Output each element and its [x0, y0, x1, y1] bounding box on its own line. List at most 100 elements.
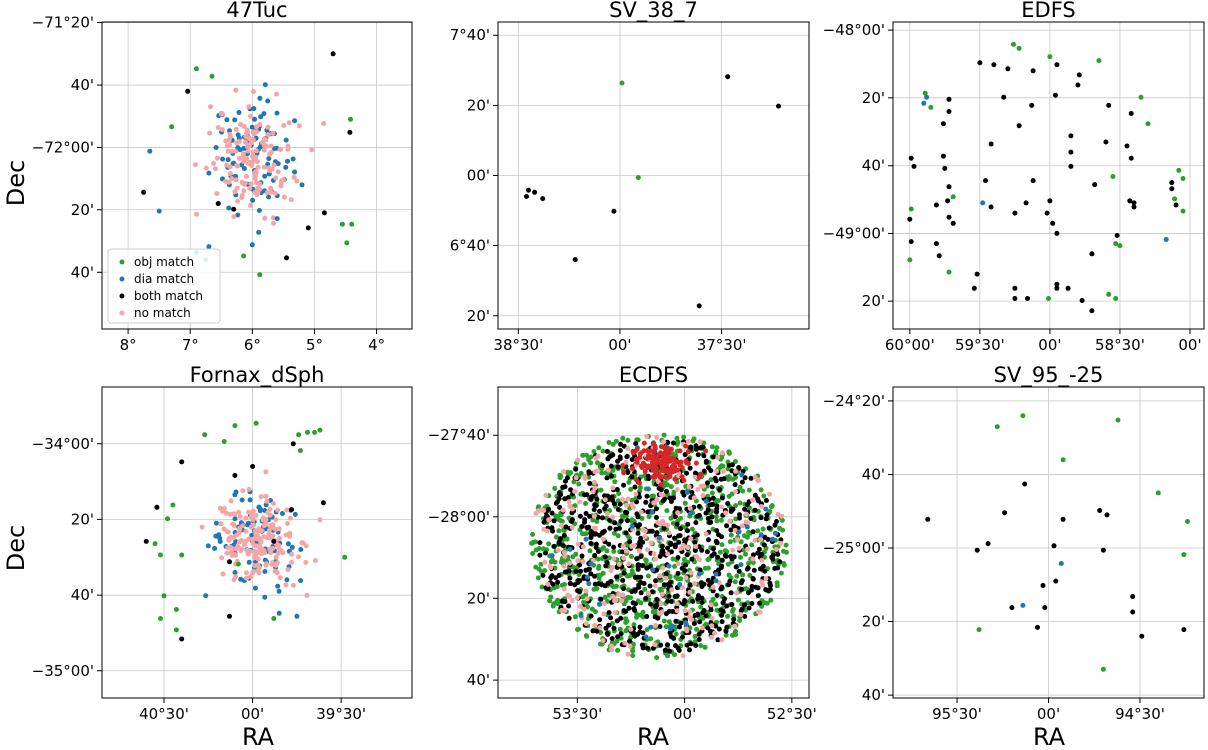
point-no-match-field	[629, 544, 635, 549]
point-obj-match-field	[729, 491, 735, 497]
point-obj-match-field	[713, 601, 719, 607]
point-both-match-field	[685, 528, 690, 534]
point-dia-match-cluster	[214, 520, 219, 526]
point-no-match-cluster	[226, 179, 232, 185]
point-no-match-cluster	[214, 191, 220, 196]
point-both-match-field	[710, 588, 716, 594]
point-dia-match-cluster	[289, 544, 295, 550]
point-both-match-field	[593, 541, 599, 547]
point-obj-match-field	[629, 517, 635, 523]
point-no-match-field	[708, 602, 714, 608]
point-dia-match	[147, 148, 153, 154]
point-both-match-field	[621, 570, 627, 576]
point-obj-match-field	[671, 489, 677, 495]
point-obj-match	[193, 66, 199, 72]
point-no-match-cluster	[309, 147, 315, 153]
point-both-match-field	[609, 473, 614, 479]
point-both-match-field	[719, 612, 725, 618]
point-no-match-field	[758, 504, 764, 509]
y-tick-label: −35°00'	[32, 662, 94, 680]
point-obj-match-field	[615, 647, 621, 653]
point-no-match-field	[745, 520, 751, 526]
point-both-match	[532, 189, 538, 195]
point-no-match-cluster	[317, 517, 323, 523]
point-both-match	[1047, 198, 1053, 204]
point-no-match-field	[660, 565, 666, 571]
point-no-match-cluster	[261, 523, 267, 529]
point-obj-match-field	[690, 438, 696, 444]
point-obj-match-field	[692, 639, 698, 645]
point-no-match-cluster	[240, 523, 246, 529]
point-no-match-field	[686, 484, 692, 490]
point-both-match-field	[640, 645, 646, 651]
point-obj-match-field	[749, 542, 755, 548]
point-both-match-field	[602, 554, 608, 560]
point-no-match-field	[699, 625, 705, 631]
point-both-match	[1025, 296, 1030, 301]
point-both-match-field	[742, 613, 748, 619]
point-no-match-cluster	[254, 124, 260, 130]
point-both-match-field	[659, 543, 665, 549]
y-tick-label: 40'	[862, 157, 885, 175]
point-no-match-field	[651, 551, 657, 557]
point-dia-match-field	[648, 624, 654, 630]
point-dia-match-cluster	[261, 111, 267, 117]
point-both-match-field	[657, 553, 663, 559]
point-both-match-field	[663, 571, 669, 577]
point-obj-match-field	[645, 573, 651, 579]
point-both-match-field	[755, 496, 761, 502]
x-tick-label: 94°30'	[1115, 705, 1165, 723]
point-no-match-cluster	[239, 179, 245, 185]
point-no-match-field	[657, 573, 663, 579]
point-both-match-field	[635, 631, 640, 637]
point-obj-match-field	[714, 445, 720, 451]
x-tick-label: 00'	[1178, 336, 1201, 354]
point-both-match-field	[548, 575, 554, 581]
point-obj-match-field	[602, 594, 608, 600]
point-no-match-field	[541, 526, 547, 532]
point-no-match-cluster	[225, 545, 231, 551]
point-obj-match-field	[709, 444, 715, 450]
point-no-match-field	[558, 522, 564, 528]
point-no-match-dense-core	[679, 474, 685, 480]
point-both-match-field	[687, 465, 693, 471]
point-obj-match-field	[648, 636, 654, 642]
point-both-match	[988, 204, 994, 210]
point-no-match-cluster	[253, 552, 259, 558]
point-no-match-field	[638, 509, 644, 515]
point-no-match-field	[535, 508, 541, 514]
x-tick-label: 38°30'	[493, 336, 543, 354]
point-no-match-dense-core	[658, 444, 664, 450]
data-points	[141, 51, 355, 278]
point-no-match-cluster	[268, 143, 274, 149]
point-no-match-field	[674, 608, 680, 614]
point-both-match-field	[588, 535, 594, 541]
point-dia-match-cluster	[262, 569, 268, 574]
point-both-match-field	[671, 495, 676, 501]
point-both-match	[1012, 296, 1018, 301]
point-no-match-cluster	[254, 159, 260, 165]
point-no-match-field	[625, 651, 631, 657]
point-both-match-field	[567, 575, 573, 581]
point-both-match-field	[578, 568, 584, 574]
point-no-match-dense-core	[630, 466, 635, 471]
point-both-match-field	[668, 599, 674, 604]
point-no-match-cluster	[271, 501, 276, 506]
point-obj-match	[241, 253, 247, 259]
point-dia-match	[1163, 237, 1169, 242]
point-both-match-field	[684, 470, 689, 476]
point-no-match-field	[652, 583, 658, 589]
point-no-match-cluster	[268, 189, 274, 195]
point-both-match-field	[723, 628, 729, 634]
point-both-match-field	[739, 479, 745, 485]
point-no-match-cluster	[246, 509, 252, 515]
point-obj-match	[349, 221, 355, 227]
point-both-match-field	[638, 590, 644, 596]
y-tick-label: 40'	[467, 671, 490, 689]
point-no-match-field	[745, 546, 751, 552]
point-both-match-field	[553, 575, 559, 581]
point-obj-match-field	[778, 570, 784, 576]
point-no-match-cluster	[233, 546, 239, 552]
point-obj-match-field	[619, 513, 625, 519]
point-both-match-field	[725, 501, 731, 506]
